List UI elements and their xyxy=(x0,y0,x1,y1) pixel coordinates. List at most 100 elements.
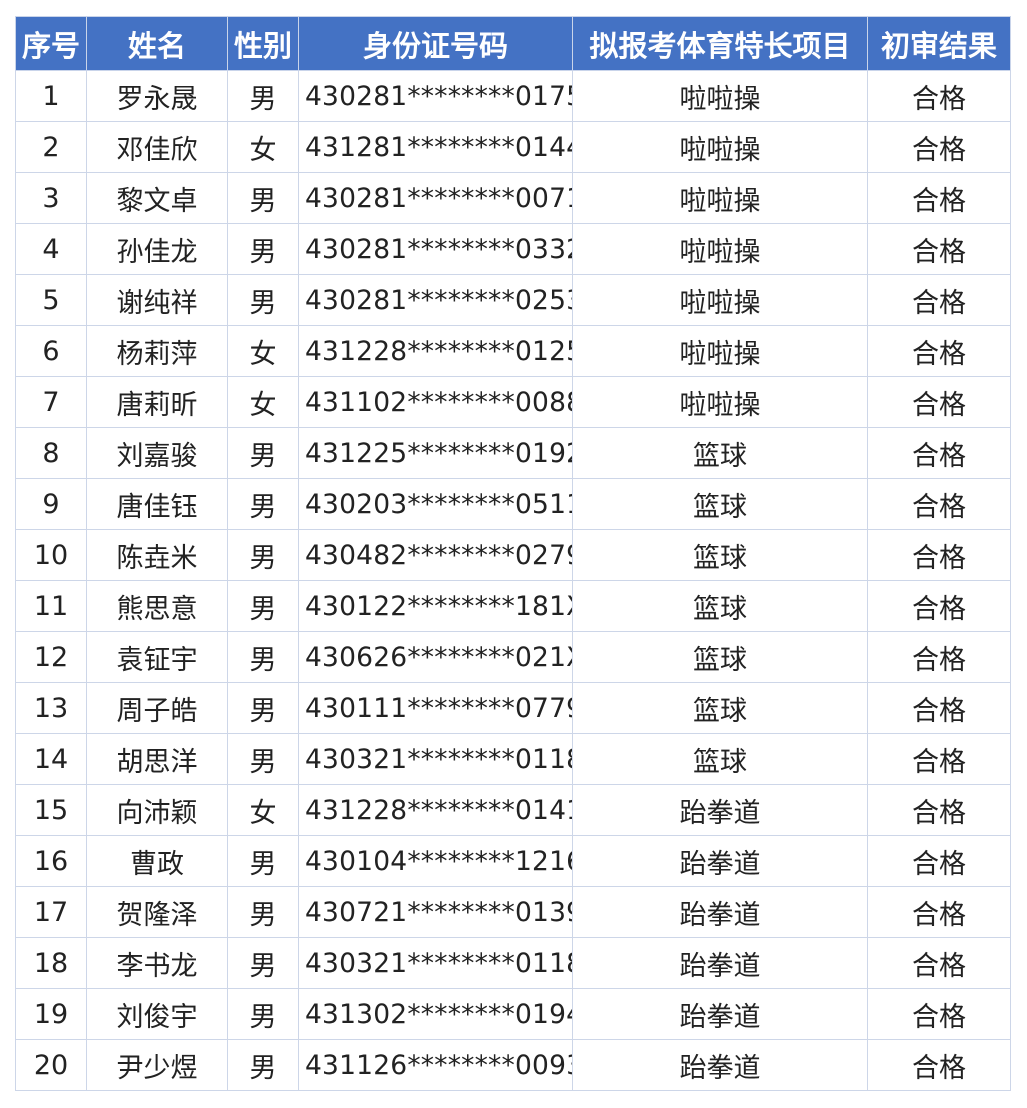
cell-gender: 男 xyxy=(227,733,299,785)
cell-id-number: 430203********0511 xyxy=(298,478,573,530)
cell-sport: 跆拳道 xyxy=(572,1039,868,1091)
table-row: 19 刘俊宇男 431302********0194 跆拳道 合格 xyxy=(15,988,1011,1040)
header-id-number: 身份证号码 xyxy=(298,16,573,71)
cell-gender: 男 xyxy=(227,937,299,989)
cell-index: 7 xyxy=(15,376,87,428)
cell-id-number: 430122********181X xyxy=(298,580,573,632)
cell-gender: 男 xyxy=(227,172,299,224)
cell-sport: 篮球 xyxy=(572,631,868,683)
cell-sport: 啦啦操 xyxy=(572,274,868,326)
cell-name: 曹政 xyxy=(86,835,228,887)
cell-result: 合格 xyxy=(867,580,1011,632)
cell-name: 李书龙 xyxy=(86,937,228,989)
cell-index: 2 xyxy=(15,121,87,173)
cell-gender: 男 xyxy=(227,427,299,479)
cell-id-number: 431228********0141 xyxy=(298,784,573,836)
cell-result: 合格 xyxy=(867,1039,1011,1091)
cell-index: 9 xyxy=(15,478,87,530)
cell-index: 12 xyxy=(15,631,87,683)
cell-sport: 跆拳道 xyxy=(572,886,868,938)
cell-gender: 女 xyxy=(227,784,299,836)
cell-sport: 跆拳道 xyxy=(572,835,868,887)
cell-name: 刘嘉骏 xyxy=(86,427,228,479)
table-row: 1 罗永晟男 430281********0175 啦啦操 合格 xyxy=(15,70,1011,122)
cell-gender: 男 xyxy=(227,988,299,1040)
cell-id-number: 430281********0175 xyxy=(298,70,573,122)
cell-index: 20 xyxy=(15,1039,87,1091)
table-row: 10 陈垚米男 430482********0279 篮球 合格 xyxy=(15,529,1011,581)
cell-id-number: 430104********1216 xyxy=(298,835,573,887)
cell-sport: 啦啦操 xyxy=(572,325,868,377)
cell-sport: 跆拳道 xyxy=(572,937,868,989)
cell-id-number: 431228********0125 xyxy=(298,325,573,377)
cell-result: 合格 xyxy=(867,886,1011,938)
cell-result: 合格 xyxy=(867,172,1011,224)
applicant-table: 序号 姓名 性别 身份证号码 拟报考体育特长项目 初审结果 1 罗永晟男 430281****… xyxy=(15,16,1011,1091)
table-row: 14 胡思洋男 430321********0118 篮球 合格 xyxy=(15,733,1011,785)
table-row: 9 唐佳钰男 430203********0511 篮球 合格 xyxy=(15,478,1011,530)
cell-result: 合格 xyxy=(867,988,1011,1040)
cell-gender: 男 xyxy=(227,886,299,938)
cell-index: 10 xyxy=(15,529,87,581)
cell-result: 合格 xyxy=(867,376,1011,428)
cell-index: 3 xyxy=(15,172,87,224)
cell-sport: 篮球 xyxy=(572,733,868,785)
cell-name: 孙佳龙 xyxy=(86,223,228,275)
table-row: 12 袁钲宇男 430626********021X 篮球 合格 xyxy=(15,631,1011,683)
cell-gender: 男 xyxy=(227,580,299,632)
table-row: 3 黎文卓男 430281********0071 啦啦操 合格 xyxy=(15,172,1011,224)
cell-result: 合格 xyxy=(867,325,1011,377)
table-row: 15 向沛颖女 431228********0141 跆拳道 合格 xyxy=(15,784,1011,836)
cell-sport: 篮球 xyxy=(572,580,868,632)
cell-index: 13 xyxy=(15,682,87,734)
cell-gender: 女 xyxy=(227,325,299,377)
cell-result: 合格 xyxy=(867,274,1011,326)
cell-index: 8 xyxy=(15,427,87,479)
cell-gender: 男 xyxy=(227,682,299,734)
cell-result: 合格 xyxy=(867,682,1011,734)
cell-name: 邓佳欣 xyxy=(86,121,228,173)
cell-sport: 啦啦操 xyxy=(572,70,868,122)
header-result: 初审结果 xyxy=(867,16,1011,71)
cell-result: 合格 xyxy=(867,223,1011,275)
table-row: 11 熊思意男 430122********181X 篮球 合格 xyxy=(15,580,1011,632)
cell-index: 14 xyxy=(15,733,87,785)
cell-id-number: 430721********0139 xyxy=(298,886,573,938)
header-sport: 拟报考体育特长项目 xyxy=(572,16,868,71)
cell-index: 6 xyxy=(15,325,87,377)
cell-sport: 啦啦操 xyxy=(572,172,868,224)
cell-id-number: 430281********0071 xyxy=(298,172,573,224)
cell-id-number: 430321********0118 xyxy=(298,937,573,989)
cell-gender: 男 xyxy=(227,70,299,122)
cell-result: 合格 xyxy=(867,427,1011,479)
table-row: 18 李书龙男 430321********0118 跆拳道 合格 xyxy=(15,937,1011,989)
cell-name: 唐佳钰 xyxy=(86,478,228,530)
table-row: 8 刘嘉骏男 431225********0192 篮球 合格 xyxy=(15,427,1011,479)
cell-gender: 男 xyxy=(227,1039,299,1091)
cell-sport: 跆拳道 xyxy=(572,988,868,1040)
cell-sport: 啦啦操 xyxy=(572,223,868,275)
cell-index: 5 xyxy=(15,274,87,326)
header-row: 序号 姓名 性别 身份证号码 拟报考体育特长项目 初审结果 xyxy=(15,16,1011,71)
cell-name: 罗永晟 xyxy=(86,70,228,122)
cell-result: 合格 xyxy=(867,70,1011,122)
table-row: 7 唐莉昕女 431102********0088 啦啦操 合格 xyxy=(15,376,1011,428)
cell-sport: 啦啦操 xyxy=(572,121,868,173)
table-row: 2 邓佳欣女 431281********0144 啦啦操 合格 xyxy=(15,121,1011,173)
table-row: 16 曹政男 430104********1216 跆拳道 合格 xyxy=(15,835,1011,887)
cell-index: 16 xyxy=(15,835,87,887)
table-row: 4 孙佳龙男 430281********0332 啦啦操 合格 xyxy=(15,223,1011,275)
cell-id-number: 430281********0253 xyxy=(298,274,573,326)
cell-name: 刘俊宇 xyxy=(86,988,228,1040)
cell-name: 谢纯祥 xyxy=(86,274,228,326)
cell-gender: 女 xyxy=(227,121,299,173)
cell-sport: 篮球 xyxy=(572,529,868,581)
table-row: 6 杨莉萍女 431228********0125 啦啦操 合格 xyxy=(15,325,1011,377)
cell-index: 4 xyxy=(15,223,87,275)
cell-id-number: 430281********0332 xyxy=(298,223,573,275)
cell-name: 贺隆泽 xyxy=(86,886,228,938)
cell-sport: 啦啦操 xyxy=(572,376,868,428)
cell-gender: 男 xyxy=(227,274,299,326)
cell-sport: 跆拳道 xyxy=(572,784,868,836)
cell-result: 合格 xyxy=(867,478,1011,530)
